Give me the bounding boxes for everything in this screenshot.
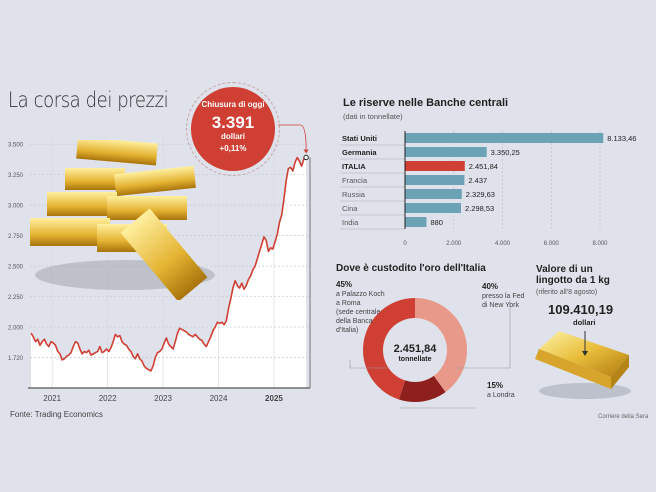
callout-arrow <box>303 149 309 154</box>
y-tick-label: 1.720 <box>8 356 24 362</box>
bar <box>405 189 462 199</box>
closing-price-callout: Chiusura di oggi 3.391 dollari +0,11% <box>191 87 275 171</box>
y-tick-label: 3.250 <box>8 173 24 179</box>
slice-description: a Londra <box>487 392 515 399</box>
ingot-unit: dollari <box>573 318 596 327</box>
slice-description: (sede centrale <box>336 309 381 316</box>
x-tick-label: 2024 <box>210 394 228 403</box>
donut-slice-label: 45% a Palazzo Koch a Roma (sede centrale del… <box>336 280 385 335</box>
donut-slice <box>398 375 446 402</box>
slice-description: a Roma <box>336 300 361 307</box>
gold-bars-image <box>30 140 215 300</box>
slice-description: a Palazzo Koch <box>336 291 385 298</box>
x-tick-label: 4.000 <box>495 241 511 247</box>
bar <box>405 147 487 157</box>
line-chart-title: La corsa dei prezzi <box>8 88 169 112</box>
bar-value-label: 3.350,25 <box>491 148 520 157</box>
bar-chart-subtitle: (dati in tonnellate) <box>343 112 403 121</box>
donut-center-value: 2.451,84 <box>394 343 438 355</box>
bar-category-label: Stati Uniti <box>342 134 377 143</box>
bar <box>405 203 462 213</box>
bar-category-label: India <box>342 218 359 227</box>
slice-description: presso la Fed <box>482 293 525 300</box>
bar-chart-title: Le riserve nelle Banche centrali <box>343 97 509 109</box>
gold-ingot-image <box>535 331 631 399</box>
bar-value-label: 8.133,46 <box>607 134 636 143</box>
y-tick-label: 3.000 <box>8 204 24 210</box>
slice-percent: 45% <box>336 280 353 289</box>
bar <box>405 161 465 171</box>
x-tick-label: 2.000 <box>446 241 462 247</box>
price-line <box>30 156 307 372</box>
slice-description: di New York <box>482 302 519 309</box>
donut-chart-title: Dove è custodito l'oro dell'Italia <box>336 263 486 274</box>
callout-label: Chiusura di oggi <box>201 100 265 109</box>
slice-percent: 15% <box>487 381 504 390</box>
x-tick-label: 2025 <box>265 394 283 403</box>
callout-value: 3.391 <box>211 113 255 132</box>
bar-category-label: Russia <box>342 190 366 199</box>
last-point-marker <box>303 154 309 161</box>
callout-ring <box>186 82 280 176</box>
slice-description: d'Italia) <box>336 327 359 334</box>
x-tick-label: 0 <box>403 241 407 247</box>
bar-category-label: ITALIA <box>342 162 366 171</box>
bar-category-label: Francia <box>342 176 368 185</box>
x-tick-label: 2023 <box>154 394 172 403</box>
callout-unit: dollari <box>220 132 245 141</box>
bar-value-label: 880 <box>430 218 443 227</box>
bar-value-label: 2.298,53 <box>465 204 494 213</box>
bar <box>405 133 604 143</box>
bar <box>405 217 427 227</box>
x-tick-label: 2022 <box>99 394 117 403</box>
ingot-title-line2: lingotto da 1 kg <box>536 275 610 286</box>
publisher-credit: Corriere della Sera <box>598 414 649 420</box>
x-tick-label: 8.000 <box>592 241 608 247</box>
y-tick-label: 2.000 <box>8 326 24 332</box>
donut-slice <box>415 298 467 393</box>
slice-percent: 40% <box>482 282 499 291</box>
donut-slice <box>363 298 415 400</box>
bar-value-label: 2.451,84 <box>469 162 498 171</box>
bar-value-label: 2.437 <box>468 176 487 185</box>
y-tick-label: 3.500 <box>8 143 24 149</box>
x-tick-label: 6.000 <box>544 241 560 247</box>
bar-category-label: Germania <box>342 148 377 157</box>
callout-change: +0,11% <box>219 144 247 153</box>
area-fill <box>31 157 307 388</box>
source-note: Fonte: Trading Economics <box>10 410 103 419</box>
bar <box>405 175 465 185</box>
ingot-title: Valore di un lingotto da 1 kg <box>536 264 610 286</box>
callout-connector <box>278 124 307 150</box>
bar-category-label: Cina <box>342 204 358 213</box>
y-tick-label: 2.250 <box>8 295 24 301</box>
leader-line <box>455 300 511 369</box>
leader-line <box>349 360 390 369</box>
y-tick-label: 2.500 <box>8 265 24 271</box>
x-tick-label: 2021 <box>43 394 61 403</box>
donut-slice-label: 40% presso la Fed di New York <box>482 282 524 310</box>
slice-description: della Banca <box>336 318 373 325</box>
ingot-subtitle: (riferito all'8 agosto) <box>536 289 598 296</box>
y-tick-label: 2.750 <box>8 234 24 240</box>
donut-slice-label: 15% a Londra <box>487 381 515 400</box>
ingot-title-line1: Valore di un <box>536 264 593 275</box>
bar-value-label: 2.329,63 <box>466 190 495 199</box>
donut-center-unit: tonnellate <box>398 356 431 363</box>
reserves-bar-chart: 0 2.000 4.000 6.000 8.000 Stati Uniti 8.133,46… <box>340 131 636 247</box>
ingot-value: 109.410,19 <box>548 302 614 317</box>
